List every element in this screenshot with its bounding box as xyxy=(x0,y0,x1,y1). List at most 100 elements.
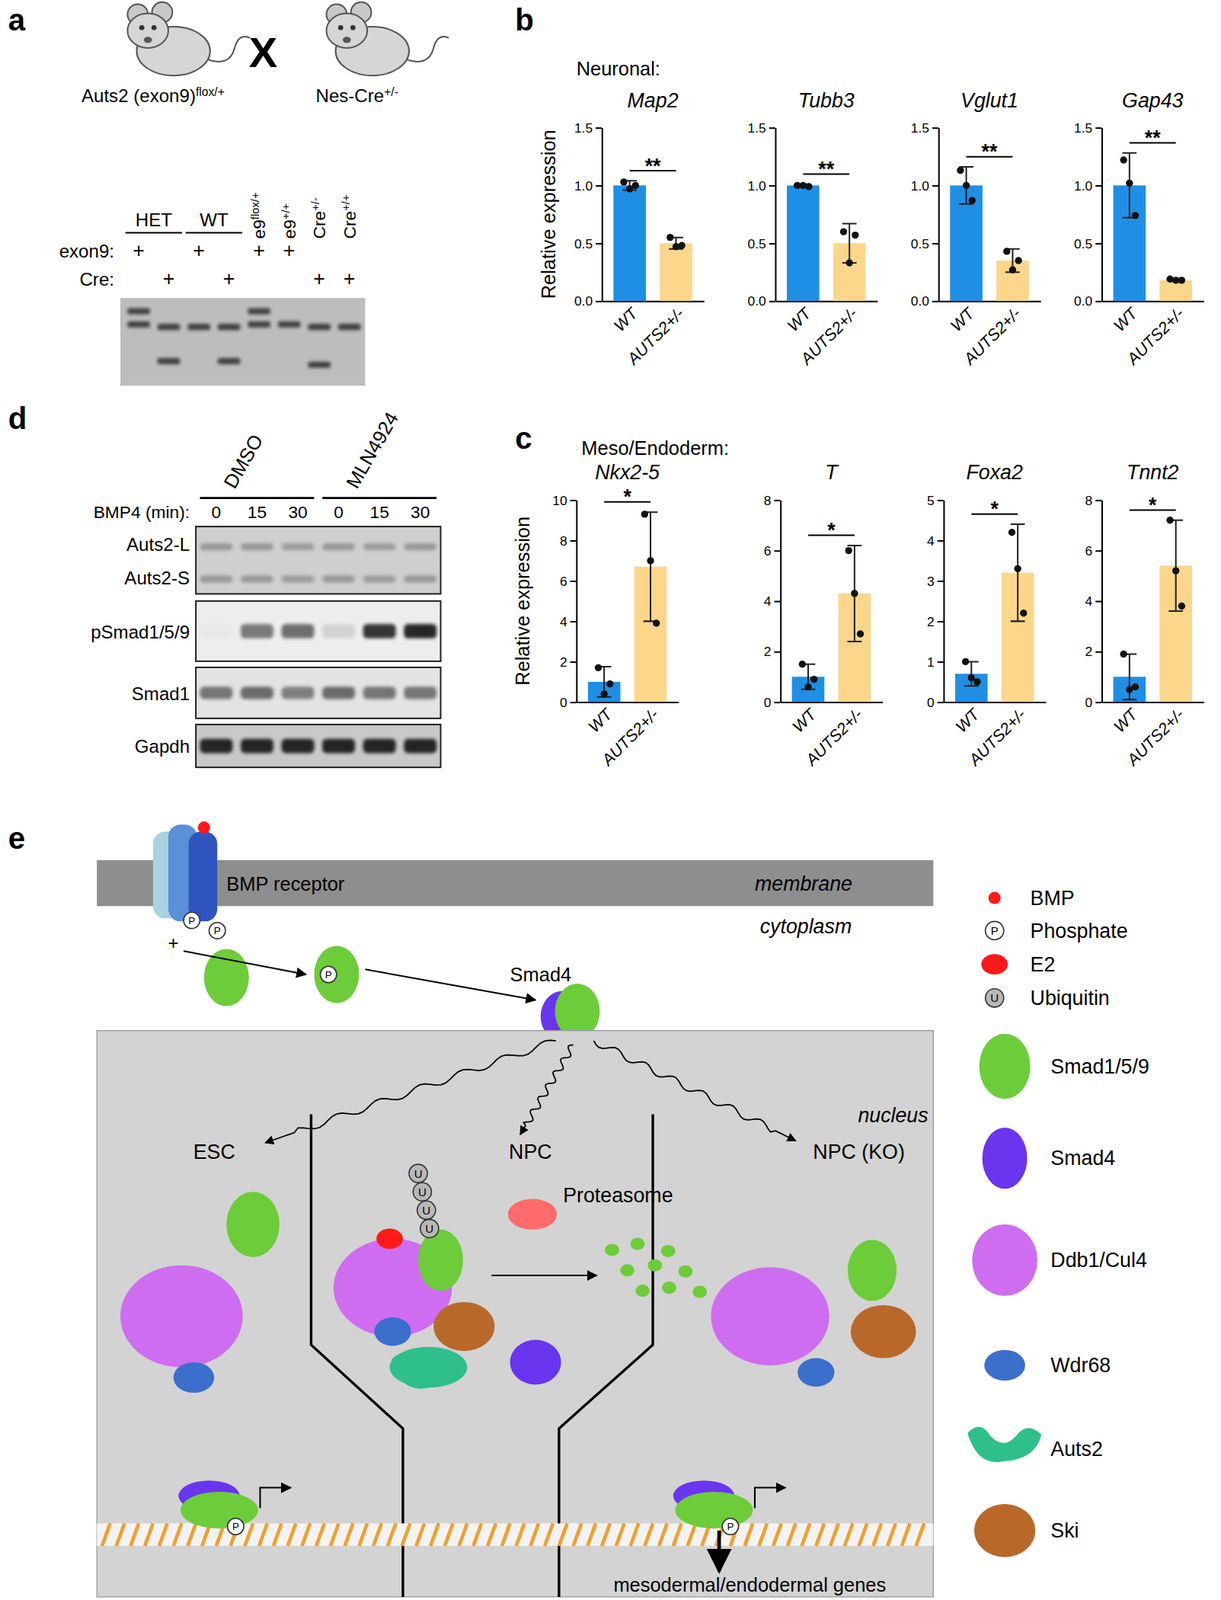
data-point xyxy=(646,556,654,564)
tick-label: 2 xyxy=(1085,643,1094,659)
blot-row-label: pSmad1/5/9 xyxy=(90,621,190,643)
tick-mark xyxy=(1095,701,1102,704)
dna-stripe xyxy=(559,1522,568,1545)
tick-label: AUTS2+/- xyxy=(795,304,861,370)
membrane xyxy=(96,859,934,906)
gel-column-label: Cre+/+ xyxy=(339,194,360,239)
bar-chart: 02468WTAUTS2+/-*T xyxy=(763,460,883,771)
legend-label: Ddb1/Cul4 xyxy=(1050,1248,1148,1272)
tick-label: 6 xyxy=(1085,543,1094,559)
dna-stripe xyxy=(130,1522,139,1545)
dna-stripe xyxy=(673,1522,682,1545)
bar-chart: 0.00.51.01.5WTAUTS2+/-**Gap43 xyxy=(1073,89,1205,370)
tick-label: 1.0 xyxy=(574,178,593,194)
label-main: Nes-Cre xyxy=(316,85,385,106)
tick: 1.0 xyxy=(574,178,602,194)
axis-title: Relative expression xyxy=(537,129,560,299)
blot-band xyxy=(281,575,315,582)
bar xyxy=(955,673,988,702)
legend-label: BMP xyxy=(1030,886,1075,910)
label-superscript: +/+ xyxy=(279,203,292,220)
data-point xyxy=(632,182,640,189)
tick-label: 1.5 xyxy=(1073,120,1093,136)
data-point xyxy=(1019,609,1027,617)
dna-stripe xyxy=(459,1522,468,1545)
smad-fragment xyxy=(620,1263,635,1276)
tick-label: 6 xyxy=(559,573,568,589)
tick-mark xyxy=(773,549,780,552)
gel-mark: + xyxy=(343,267,356,291)
smad-159 xyxy=(418,1229,464,1291)
significance: ** xyxy=(981,140,998,164)
tick-label: 0.0 xyxy=(1073,293,1093,309)
tick: 1.0 xyxy=(1073,178,1102,194)
tick-mark xyxy=(1095,499,1102,502)
mouse-nose xyxy=(143,36,153,43)
tick-mark xyxy=(1095,651,1102,653)
error-cap xyxy=(1010,620,1026,622)
data-point xyxy=(1014,256,1022,264)
tick: 0.5 xyxy=(574,235,602,251)
x-axis: WTAUTS2+/- xyxy=(576,701,679,771)
legend-symbol xyxy=(979,1033,1031,1100)
tick-label: 5 xyxy=(926,492,935,509)
tick-mark xyxy=(769,127,776,129)
tick-label: 1.0 xyxy=(910,178,930,194)
plot-marks xyxy=(786,182,866,301)
tick-label: 0.5 xyxy=(1073,235,1093,251)
tick: 1 xyxy=(926,654,944,670)
tick: 0.0 xyxy=(910,293,939,309)
gel-mark: + xyxy=(163,267,176,291)
tick-mark xyxy=(1095,242,1102,245)
error-cap xyxy=(1168,610,1183,612)
tick: WT xyxy=(946,300,979,336)
chart-title: Tnnt2 xyxy=(1126,460,1180,484)
dna-stripe xyxy=(859,1522,868,1545)
significance: ** xyxy=(1144,126,1161,150)
blot-band xyxy=(281,623,315,639)
dna-stripe xyxy=(487,1522,496,1545)
legend-label: Ski xyxy=(1050,1518,1079,1542)
dna-stripe xyxy=(787,1522,796,1545)
smad-159 xyxy=(675,1491,754,1528)
label-superscript: flox/+ xyxy=(195,85,225,99)
data-point xyxy=(850,589,858,597)
dna-stripe xyxy=(573,1522,582,1545)
tick-label: 4 xyxy=(559,613,568,630)
treatment-line xyxy=(322,496,437,499)
x-axis: WTAUTS2+/- xyxy=(1102,300,1205,370)
symbol-letter: P xyxy=(188,914,195,927)
data-point xyxy=(968,674,975,681)
data-point xyxy=(962,658,969,665)
blot-image xyxy=(195,526,441,594)
transcription-arrow xyxy=(754,1487,786,1509)
blot-image xyxy=(195,724,441,768)
smad-fragment xyxy=(692,1284,707,1298)
y-axis: 0.00.51.01.5 xyxy=(747,120,777,310)
receptor-part xyxy=(188,831,218,922)
plot-marks xyxy=(1113,516,1193,702)
data-point xyxy=(1119,156,1127,164)
legend-label: E2 xyxy=(1030,952,1056,976)
axis-line xyxy=(1101,127,1103,302)
gel-mark: + xyxy=(283,239,296,263)
tick-mark xyxy=(570,499,577,502)
dna-stripe xyxy=(501,1522,511,1545)
tick-label: 4 xyxy=(1085,593,1094,609)
dna-stripe xyxy=(658,1522,668,1545)
gel-band xyxy=(217,323,240,330)
dna-stripe xyxy=(530,1522,539,1545)
panel-label: e xyxy=(8,821,26,856)
gel-band xyxy=(338,323,361,330)
error-cap xyxy=(842,222,857,224)
tick-label: 8 xyxy=(763,492,772,509)
ddb1-cul4 xyxy=(120,1265,243,1368)
tick-label: 1 xyxy=(926,654,935,670)
bar xyxy=(659,242,693,301)
data-point xyxy=(845,258,853,266)
genes-label: mesodermal/endodermal genes xyxy=(613,1573,886,1595)
smad-fragment xyxy=(604,1243,620,1257)
blot-band xyxy=(240,575,274,582)
data-point xyxy=(652,619,660,627)
panel-label: c xyxy=(514,421,532,456)
